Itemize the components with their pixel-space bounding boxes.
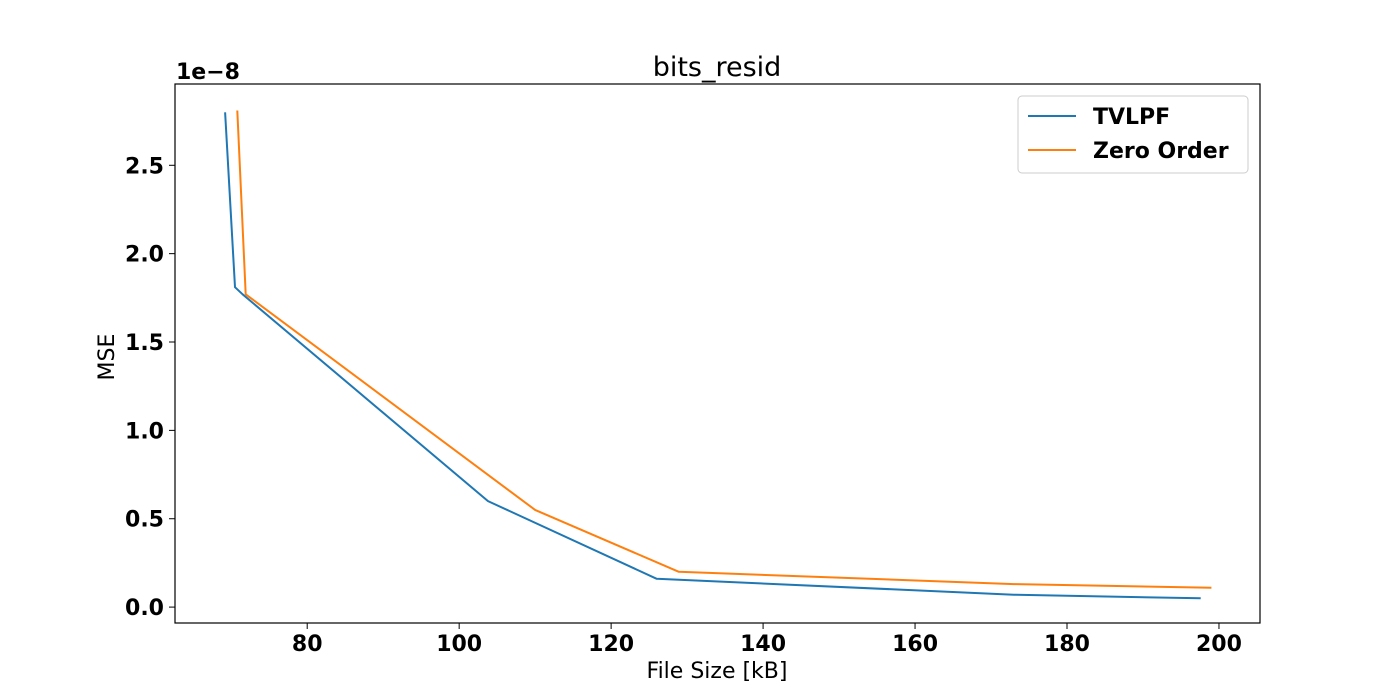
- legend: TVLPF Zero Order: [1017, 95, 1249, 174]
- x-axis-label: File Size [kB]: [647, 659, 788, 684]
- y-tick-label: 2.0: [125, 243, 164, 268]
- series-line-tvlpf: [224, 112, 1201, 600]
- x-tick-label: 180: [1044, 632, 1090, 657]
- x-tick-label: 80: [292, 632, 323, 657]
- series-line-zero-order: [236, 110, 1212, 589]
- y-tick-label: 2.5: [125, 154, 164, 179]
- x-tick-label: 120: [588, 632, 634, 657]
- x-tick-label: 200: [1196, 632, 1242, 657]
- legend-label-tvlpf: TVLPF: [1093, 105, 1170, 130]
- x-tick-label: 100: [436, 632, 482, 657]
- plot-frame: [174, 83, 1261, 624]
- x-tick-label: 160: [892, 632, 938, 657]
- series-layer: [224, 110, 1212, 600]
- y-axis-label: MSE: [95, 334, 120, 381]
- x-tick-label: 140: [740, 632, 786, 657]
- y-tick-label: 0.0: [125, 596, 164, 621]
- ticks-layer: 80 100 120 140 160 180 200 0.0 0.5 1.0 1.5 2.0 2.5: [125, 154, 1242, 657]
- y-axis-offset-label: 1e−8: [176, 60, 240, 85]
- y-tick-label: 0.5: [125, 508, 164, 533]
- y-tick-label: 1.0: [125, 419, 164, 444]
- legend-label-zero-order: Zero Order: [1093, 139, 1229, 164]
- y-tick-label: 1.5: [125, 331, 164, 356]
- chart-title: bits_resid: [653, 52, 782, 83]
